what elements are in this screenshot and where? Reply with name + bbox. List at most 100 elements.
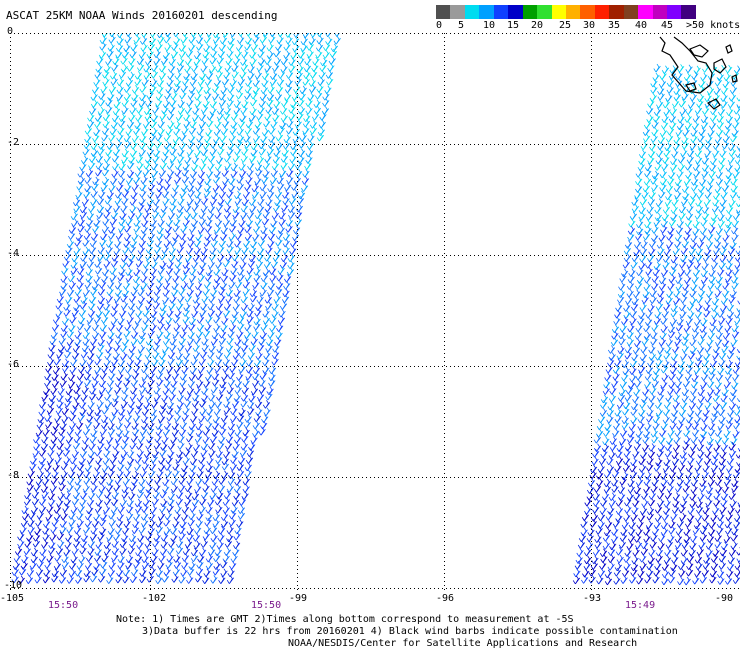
wind-barb bbox=[683, 428, 691, 437]
wind-barb bbox=[615, 547, 624, 556]
wind-barb bbox=[128, 56, 136, 65]
wind-barb bbox=[168, 539, 176, 548]
wind-barb bbox=[211, 476, 219, 486]
wind-barb bbox=[137, 245, 145, 255]
wind-barb bbox=[731, 232, 739, 242]
wind-barb bbox=[595, 526, 603, 535]
wind-barb bbox=[712, 350, 720, 360]
wind-barb bbox=[719, 148, 727, 158]
wind-barb bbox=[240, 210, 248, 220]
wind-barb bbox=[170, 189, 178, 199]
wind-barb bbox=[155, 189, 163, 199]
wind-barb bbox=[256, 392, 265, 401]
wind-barb bbox=[190, 210, 198, 220]
wind-barb bbox=[664, 197, 672, 207]
wind-barb bbox=[642, 127, 651, 136]
wind-barb bbox=[79, 162, 87, 171]
wind-barb bbox=[98, 574, 106, 583]
wind-barb bbox=[694, 554, 703, 564]
wind-barb bbox=[715, 177, 724, 186]
wind-barb bbox=[229, 462, 238, 471]
wind-barb bbox=[728, 442, 736, 451]
wind-barb bbox=[150, 168, 159, 178]
wind-barb bbox=[114, 434, 123, 443]
wind-barb bbox=[214, 496, 223, 506]
wind-barb bbox=[68, 511, 76, 520]
wind-barb bbox=[663, 506, 671, 515]
wind-barb bbox=[284, 84, 293, 94]
wind-barb bbox=[639, 464, 647, 473]
legend-swatch bbox=[609, 5, 624, 19]
wind-barb bbox=[73, 385, 81, 394]
wind-barb bbox=[111, 490, 120, 499]
wind-barb bbox=[128, 253, 136, 262]
wind-barb bbox=[718, 204, 726, 214]
wind-barb bbox=[679, 107, 687, 116]
wind-barb bbox=[723, 224, 732, 234]
wind-barb bbox=[142, 259, 151, 269]
wind-barb bbox=[265, 245, 273, 255]
wind-map-plot[interactable] bbox=[10, 33, 740, 590]
wind-barb bbox=[56, 294, 64, 303]
wind-barb bbox=[187, 140, 195, 149]
wind-barb bbox=[659, 428, 667, 437]
wind-barb bbox=[633, 289, 641, 298]
wind-barb bbox=[257, 49, 265, 58]
wind-barb bbox=[132, 427, 140, 436]
wind-barb bbox=[107, 330, 115, 340]
wind-barb bbox=[276, 175, 284, 185]
wind-barb bbox=[66, 427, 75, 436]
wind-barb bbox=[200, 63, 208, 73]
wind-barb bbox=[719, 450, 727, 459]
wind-barb bbox=[106, 575, 114, 584]
wind-barb bbox=[84, 224, 92, 233]
wind-barb bbox=[135, 301, 144, 310]
lon-tick-label: -102 bbox=[142, 593, 167, 604]
wind-barb bbox=[300, 183, 309, 192]
wind-barb bbox=[698, 434, 706, 444]
wind-barb bbox=[129, 204, 137, 214]
wind-barb bbox=[274, 92, 283, 101]
wind-barb bbox=[731, 218, 740, 228]
wind-barb bbox=[204, 232, 212, 241]
wind-barb bbox=[236, 519, 244, 528]
wind-barb bbox=[670, 212, 678, 221]
wind-barb bbox=[87, 449, 96, 459]
wind-barb bbox=[611, 484, 619, 493]
wind-barb bbox=[623, 253, 631, 262]
wind-barb bbox=[190, 448, 199, 458]
wind-barb bbox=[153, 533, 161, 542]
wind-barb bbox=[279, 168, 287, 178]
wind-barb bbox=[711, 204, 720, 213]
wind-barb bbox=[108, 371, 116, 380]
wind-barb bbox=[656, 99, 664, 109]
wind-barb bbox=[648, 247, 656, 256]
wind-barb bbox=[695, 253, 703, 262]
wind-barb bbox=[728, 142, 736, 152]
wind-barb bbox=[227, 427, 236, 437]
wind-barb bbox=[90, 141, 99, 150]
wind-barb bbox=[238, 33, 244, 37]
wind-barb bbox=[137, 434, 146, 443]
wind-barb bbox=[719, 505, 727, 514]
wind-barb bbox=[679, 302, 687, 312]
wind-barb bbox=[199, 496, 207, 506]
wind-barb bbox=[53, 561, 62, 570]
wind-barb bbox=[683, 534, 691, 544]
wind-barb bbox=[89, 154, 97, 163]
wind-barb bbox=[265, 343, 273, 353]
wind-barb bbox=[166, 111, 175, 121]
wind-barb bbox=[211, 428, 220, 437]
wind-barb bbox=[721, 387, 729, 397]
wind-barb bbox=[32, 539, 41, 548]
wind-barb bbox=[244, 91, 252, 100]
wind-barb bbox=[258, 43, 266, 52]
wind-barb bbox=[618, 492, 626, 501]
wind-barb bbox=[26, 533, 34, 542]
wind-barb bbox=[181, 167, 190, 177]
wind-barb bbox=[236, 182, 244, 191]
wind-barb bbox=[274, 190, 283, 199]
wind-barb bbox=[199, 71, 207, 81]
wind-barb bbox=[718, 358, 726, 367]
wind-barb bbox=[101, 420, 109, 429]
